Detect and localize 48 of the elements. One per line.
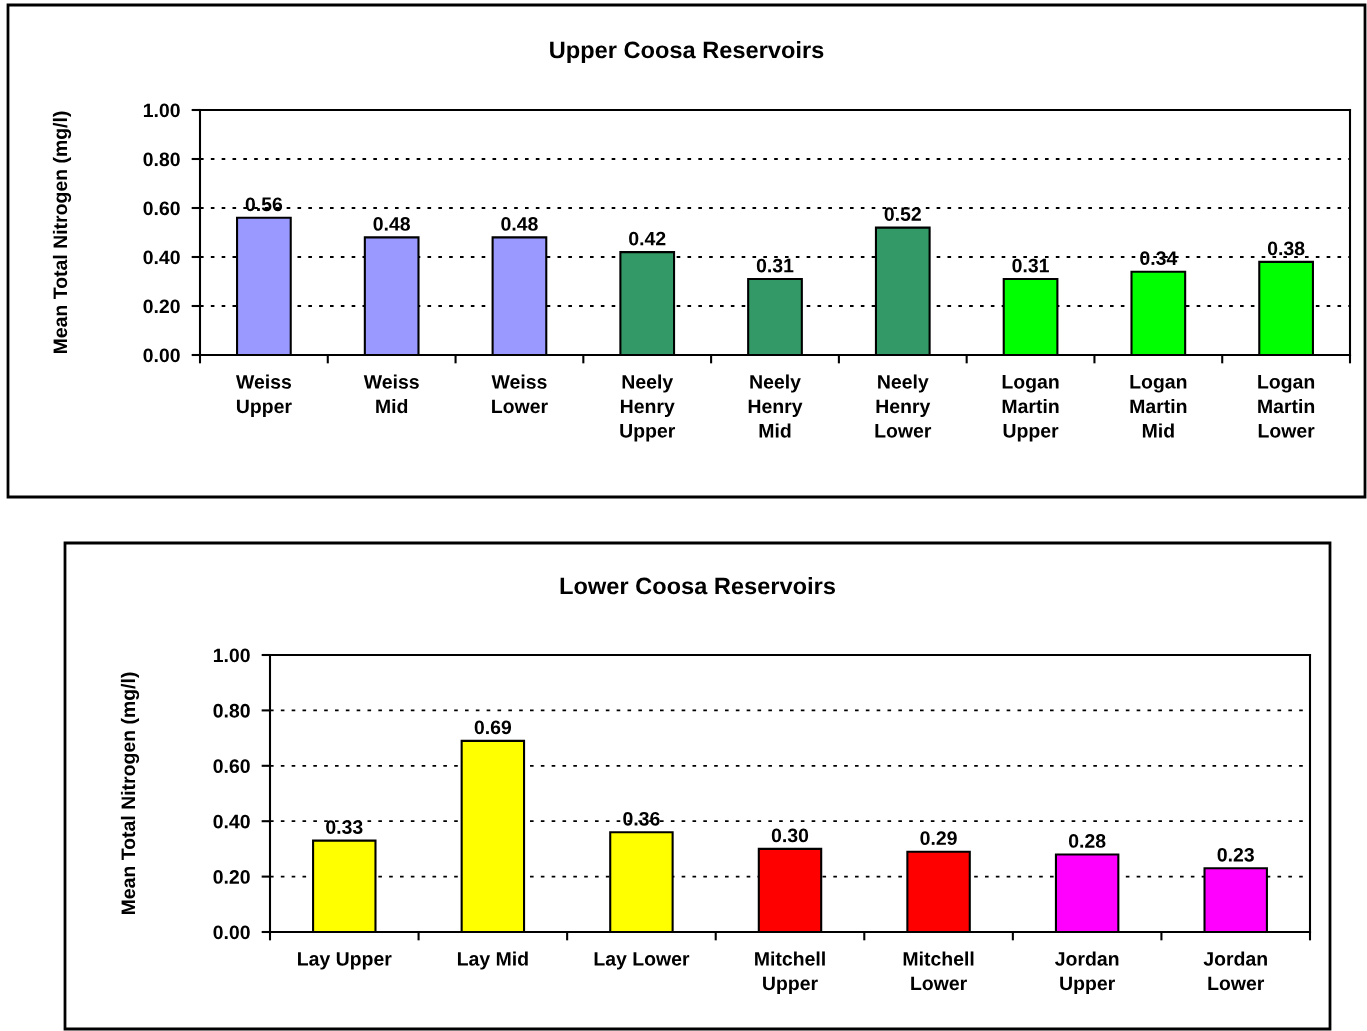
y-tick-label: 0.80 <box>213 703 250 718</box>
y-axis-title: Mean Total Nitrogen (mg/l) <box>120 672 140 915</box>
data-label: 0.56 <box>245 197 283 212</box>
y-tick-label: 1.00 <box>213 648 250 663</box>
y-tick-label: 0.20 <box>213 870 250 884</box>
x-tick-label: Mitchell Upper <box>755 951 825 995</box>
x-tick-label: Lay Upper <box>298 952 392 970</box>
x-tick-label: Jordan Upper <box>1055 951 1119 995</box>
x-tick-label: Jordan Lower <box>1203 951 1267 991</box>
x-tick-label: Neely Henry Lower <box>875 374 932 438</box>
data-label: 0.28 <box>1068 834 1106 848</box>
x-tick-label: Logan Martin Upper <box>1002 375 1059 442</box>
chart-title: Upper Coosa Reservoirs <box>550 41 824 63</box>
data-label: 0.31 <box>756 258 794 273</box>
data-label: 0.23 <box>1217 847 1254 862</box>
y-tick-label: 0.60 <box>213 759 250 774</box>
y-tick-label: 0.00 <box>213 925 250 940</box>
data-label: 0.52 <box>884 207 921 221</box>
x-tick-label: Lay Lower <box>594 952 690 970</box>
data-label: 0.34 <box>1140 251 1178 266</box>
x-tick-label: Weiss Mid <box>363 374 419 414</box>
y-tick-label: 0.60 <box>143 201 180 216</box>
x-tick-label: Logan Martin Lower <box>1258 375 1315 438</box>
y-tick-label: 0.40 <box>213 814 250 829</box>
data-label: 0.38 <box>1267 241 1305 256</box>
data-label: 0.36 <box>623 811 660 826</box>
data-label: 0.48 <box>501 217 538 231</box>
x-tick-label: Logan Martin Mid <box>1130 375 1187 438</box>
x-tick-label: Weiss Upper <box>235 374 292 418</box>
data-label: 0.33 <box>326 820 363 834</box>
data-label: 0.42 <box>629 231 666 246</box>
x-tick-label: Mitchell Lower <box>903 951 974 991</box>
y-tick-label: 1.00 <box>143 103 180 118</box>
chart-title: Lower Coosa Reservoirs <box>560 576 835 595</box>
y-tick-label: 0.20 <box>143 299 180 314</box>
y-axis-title: Mean Total Nitrogen (mg/l) <box>52 111 72 354</box>
x-tick-label: Weiss Lower <box>491 374 548 414</box>
data-label: 0.30 <box>771 828 809 843</box>
x-tick-label: Neely Henry Upper <box>620 374 676 442</box>
data-label: 0.48 <box>373 217 410 231</box>
x-tick-label: Lay Mid <box>457 951 528 970</box>
data-label: 0.29 <box>920 831 957 846</box>
data-label: 0.31 <box>1012 258 1049 273</box>
data-label: 0.69 <box>474 720 512 735</box>
y-tick-label: 0.40 <box>143 250 180 265</box>
x-tick-label: Neely Henry Mid <box>748 374 803 438</box>
y-tick-label: 0.80 <box>143 152 180 167</box>
y-tick-label: 0.00 <box>143 348 180 363</box>
